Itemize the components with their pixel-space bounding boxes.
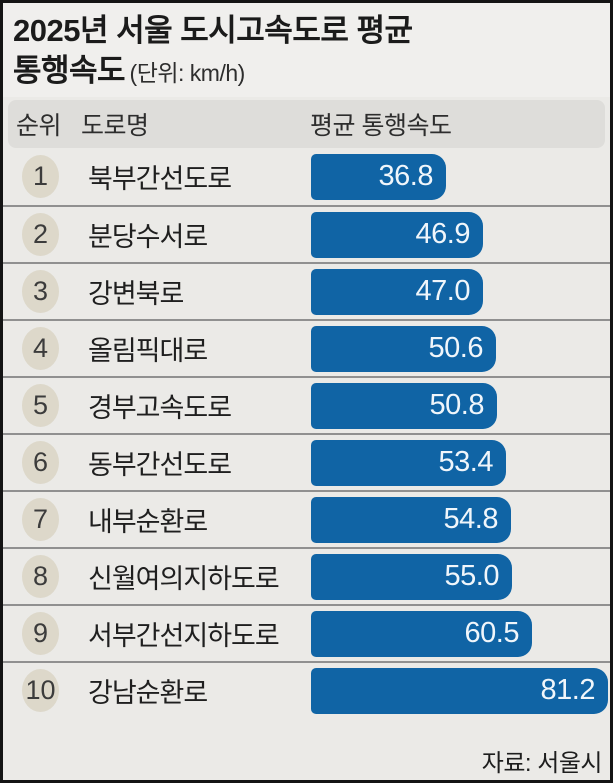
road-name: 서부간선지하도로	[88, 621, 280, 651]
table-row: 10 강남순환로 81.2	[3, 661, 610, 718]
title-block: 2025년 서울 도시고속도로 평균 통행속도 (단위: km/h)	[3, 3, 610, 97]
rank-cell: 7	[3, 498, 78, 541]
table-row: 8 신월여의지하도로 55.0	[3, 547, 610, 604]
road-name: 북부간선도로	[88, 164, 232, 194]
rank-cell: 8	[3, 555, 78, 598]
column-header-speed: 평균 통행속도	[310, 112, 452, 140]
rank-badge: 6	[22, 441, 59, 484]
speed-value: 47.0	[415, 275, 471, 307]
rank-badge: 8	[22, 555, 59, 598]
road-name: 동부간선도로	[88, 450, 232, 480]
speed-value: 50.6	[428, 332, 484, 364]
speed-bar: 50.8	[311, 382, 497, 429]
table-row: 1 북부간선도로 36.8	[3, 148, 610, 205]
road-name: 강남순환로	[88, 678, 208, 708]
speed-value: 81.2	[540, 674, 596, 706]
table-header: 순위 도로명 평균 통행속도	[8, 100, 605, 148]
table-row: 9 서부간선지하도로 60.5	[3, 604, 610, 661]
rank-cell: 4	[3, 327, 78, 370]
speed-bar: 36.8	[311, 153, 446, 200]
source-label: 자료: 서울시	[481, 750, 603, 777]
table-row: 7 내부순환로 54.8	[3, 490, 610, 547]
speed-value: 50.8	[429, 389, 485, 421]
road-name: 내부순환로	[88, 507, 208, 537]
rank-cell: 10	[3, 669, 78, 712]
rank-badge: 5	[22, 384, 59, 427]
table-row: 3 강변북로 47.0	[3, 262, 610, 319]
rank-badge: 2	[22, 213, 59, 256]
speed-bar: 54.8	[311, 496, 511, 543]
unit-label: (단위: km/h)	[129, 59, 246, 86]
speed-value: 55.0	[444, 560, 500, 592]
road-name: 신월여의지하도로	[88, 564, 280, 594]
speed-value: 60.5	[464, 617, 520, 649]
rank-cell: 5	[3, 384, 78, 427]
rank-cell: 2	[3, 213, 78, 256]
speed-value: 53.4	[438, 446, 494, 478]
rank-badge: 4	[22, 327, 59, 370]
road-name: 올림픽대로	[88, 336, 208, 366]
rank-badge: 3	[22, 270, 59, 313]
road-name: 분당수서로	[88, 222, 208, 252]
table-row: 2 분당수서로 46.9	[3, 205, 610, 262]
speed-value: 54.8	[443, 503, 499, 535]
speed-bar: 50.6	[311, 325, 496, 372]
table-row: 4 올림픽대로 50.6	[3, 319, 610, 376]
bar-chart-rows: 1 북부간선도로 36.8 2 분당수서로 46.9 3 강변북로 47.0	[3, 148, 610, 718]
speed-bar: 47.0	[311, 268, 483, 315]
rank-cell: 3	[3, 270, 78, 313]
speed-bar: 46.9	[311, 211, 483, 258]
road-name: 경부고속도로	[88, 393, 232, 423]
speed-bar: 81.2	[311, 667, 608, 714]
page-title-keyword: 통행속도	[13, 52, 126, 88]
column-header-rank: 순위	[16, 112, 62, 140]
speed-bar: 60.5	[311, 610, 532, 657]
speed-value: 36.8	[378, 160, 434, 192]
rank-badge: 1	[22, 155, 59, 198]
rank-cell: 1	[3, 155, 78, 198]
rank-badge: 10	[22, 669, 59, 712]
rank-cell: 9	[3, 612, 78, 655]
table-row: 6 동부간선도로 53.4	[3, 433, 610, 490]
rank-cell: 6	[3, 441, 78, 484]
column-header-road: 도로명	[81, 112, 149, 140]
speed-bar: 55.0	[311, 553, 512, 600]
speed-bar: 53.4	[311, 439, 506, 486]
page-title-line2: 통행속도 (단위: km/h)	[13, 52, 600, 91]
table-row: 5 경부고속도로 50.8	[3, 376, 610, 433]
rank-badge: 9	[22, 612, 59, 655]
page-title-line1: 2025년 서울 도시고속도로 평균	[13, 13, 413, 48]
road-name: 강변북로	[88, 279, 184, 309]
speed-value: 46.9	[415, 218, 471, 250]
rank-badge: 7	[22, 498, 59, 541]
